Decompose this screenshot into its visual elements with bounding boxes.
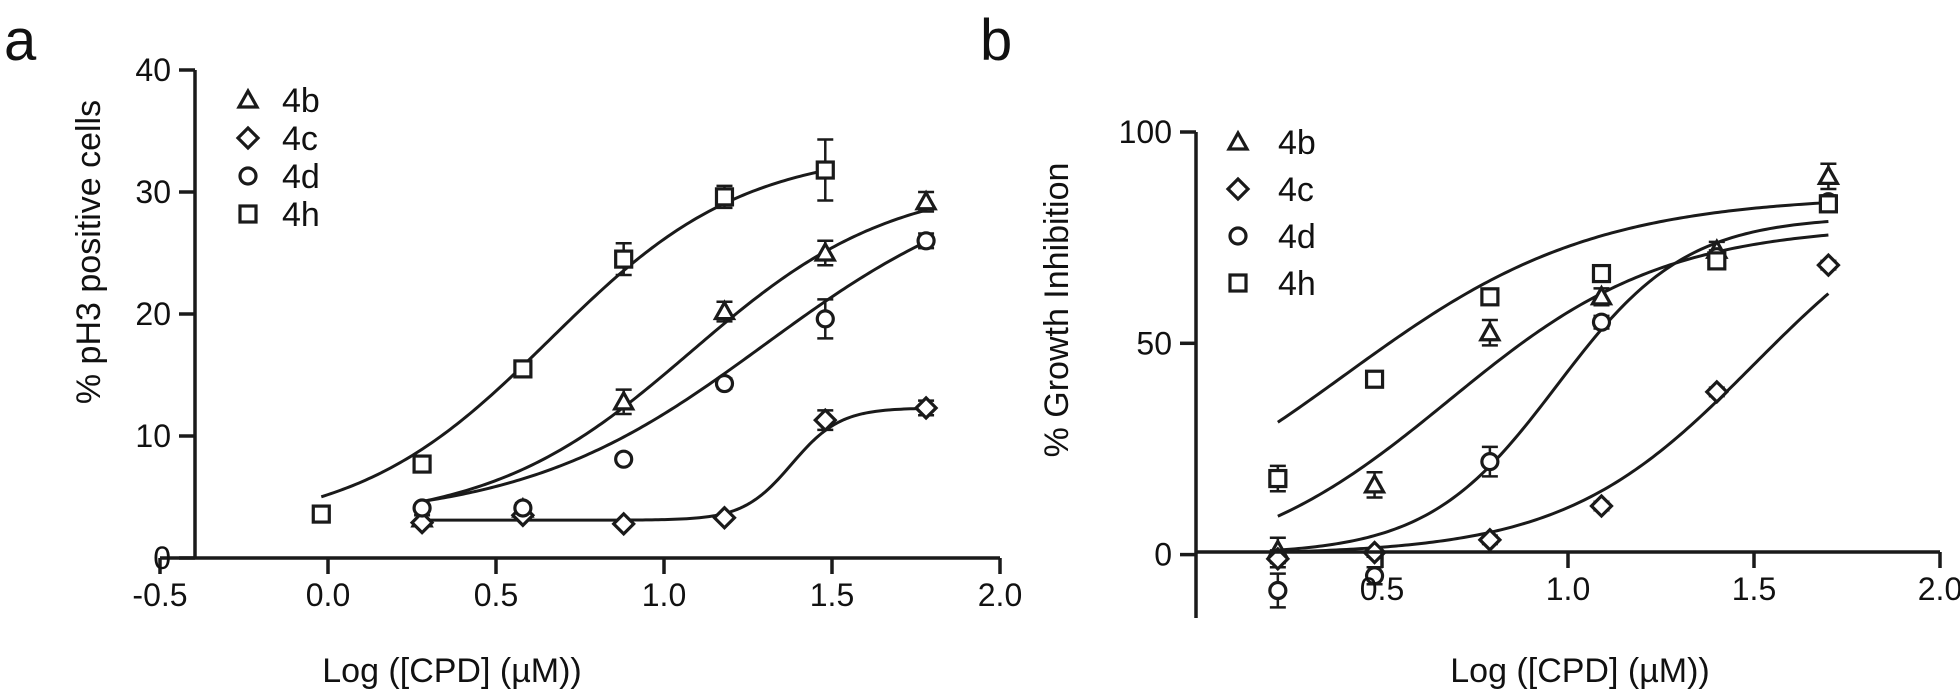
chart-panel-b: b 0.5 1.0 1.5 2.0 0 50 100 4b 4c 4d 4h Log ([CPD]… — [980, 8, 1960, 690]
panel-b-x-tick-label: 1.0 — [1546, 571, 1590, 607]
panel-b-fit-curve-4h — [1277, 201, 1829, 424]
panel-a-point-4d — [916, 231, 936, 251]
panel-b-y-tick-label: 0 — [1154, 537, 1172, 573]
panel-b-y-tick-label: 50 — [1136, 325, 1172, 361]
panel-b-fit-curve-4d — [1277, 220, 1829, 552]
panel-b-x-tick-label: 1.5 — [1732, 571, 1776, 607]
panel-a-fit-curve-4b — [421, 208, 927, 504]
panel-b-point-4b — [1816, 164, 1841, 185]
panel-b-point-4h — [1591, 263, 1612, 284]
panel-a-y-axis-label: % pH3 positive cells — [70, 100, 108, 404]
panel-b-data-points — [1265, 162, 1841, 609]
panel-b-legend-label-4h: 4h — [1278, 265, 1316, 303]
panel-a-point-4d — [815, 309, 835, 329]
panel-b-legend-label-4b: 4b — [1278, 124, 1316, 162]
panel-b-legend-label-4d: 4d — [1278, 218, 1316, 256]
panel-a-point-4d — [513, 498, 533, 518]
panel-b-x-axis-label: Log ([CPD] (µM)) — [1450, 652, 1710, 690]
panel-a-point-4c — [813, 407, 838, 433]
panel-a-y-tick-label: 20 — [135, 296, 171, 332]
panel-a-point-4b — [914, 189, 938, 211]
panel-a-legend-marker-4d — [238, 166, 258, 186]
panel-b-point-4c — [1704, 379, 1730, 405]
panel-a-point-4h — [714, 187, 735, 207]
panel-b-y-axis-label: % Growth Inhibition — [1038, 163, 1076, 458]
panel-b-legend-marker-4h — [1228, 273, 1248, 293]
panel-b-point-4c — [1816, 252, 1841, 278]
panel-b-point-4d — [1591, 312, 1612, 332]
panel-b-fit-curve-4c — [1277, 292, 1830, 554]
panel-a-point-4b — [813, 240, 838, 262]
panel-a-point-4h — [614, 249, 634, 269]
panel-a-point-4d — [614, 449, 634, 469]
panel-b-y-tick-label: 100 — [1119, 114, 1172, 150]
panel-a-fit-curve-4d — [421, 240, 927, 503]
panel-b-legend: 4b 4c 4d 4h — [1225, 124, 1316, 303]
panel-a-x-axis-label: Log ([CPD] (µM)) — [322, 652, 582, 690]
panel-a-legend-label-4h: 4h — [282, 196, 320, 234]
panel-a-x-tick-label: 2.0 — [978, 577, 1022, 613]
panel-a-point-4c — [913, 395, 939, 421]
panel-a-x-tick-label: 0.5 — [474, 577, 518, 613]
panel-b-point-4d — [1364, 566, 1385, 586]
panel-a-data-points — [311, 138, 939, 537]
panel-a-point-4h — [815, 160, 835, 180]
panel-b-fit-curves — [1277, 201, 1830, 554]
panel-b-legend-label-4c: 4c — [1278, 171, 1314, 209]
panel-b-point-4b — [1362, 472, 1387, 494]
panel-b-point-4d — [1480, 452, 1500, 472]
panel-a-point-4h — [412, 454, 432, 474]
panel-b-axes: 0.5 1.0 1.5 2.0 0 50 100 — [1119, 114, 1960, 618]
panel-a-legend-marker-4b — [236, 87, 260, 109]
panel-a-point-4b — [712, 299, 737, 321]
panel-a-x-tick-label: 0.0 — [306, 577, 350, 613]
panel-a-point-4d — [412, 498, 432, 518]
panel-a-x-tick-label: 1.0 — [642, 577, 686, 613]
panel-a-legend-label-4c: 4c — [282, 120, 318, 158]
panel-b-point-4h — [1364, 369, 1385, 389]
panel-b-legend-marker-4d — [1228, 226, 1248, 246]
panel-b-point-4c — [1265, 546, 1291, 572]
panel-b-point-4c — [1477, 527, 1503, 553]
panel-b-point-4h — [1480, 287, 1500, 307]
panel-b-point-4d — [1268, 580, 1288, 601]
panel-a-fit-curves — [320, 169, 927, 522]
panel-a-point-4c — [409, 510, 435, 535]
panel-a-letter: a — [4, 8, 37, 73]
panel-a-point-4c — [712, 505, 737, 531]
panel-b-point-4c — [1589, 493, 1614, 519]
panel-a-axes: -0.5 0.0 0.5 1.0 1.5 2.0 0 10 20 30 40 — [132, 52, 1022, 613]
panel-a-point-4h — [311, 504, 331, 524]
panel-b-fit-curve-4b — [1277, 233, 1829, 518]
panel-b-legend-marker-4b — [1226, 129, 1250, 151]
panel-b-point-4h — [1268, 468, 1288, 489]
panel-a-legend-marker-4c — [235, 125, 261, 151]
panel-b-legend-marker-4c — [1225, 176, 1251, 202]
panel-a-fit-curve-4h — [320, 169, 826, 499]
panel-a-y-tick-label: 40 — [135, 52, 171, 88]
panel-a-legend-label-4d: 4d — [282, 158, 320, 196]
panel-b-x-tick-label: 0.5 — [1360, 571, 1404, 607]
panel-a-legend-label-4b: 4b — [282, 82, 320, 120]
panel-a-point-4b — [611, 389, 636, 411]
panel-a-point-4c — [611, 511, 636, 537]
panel-b-point-4b — [1589, 284, 1614, 306]
panel-a-fit-curve-4c — [422, 406, 927, 522]
panel-a-x-tick-label: 1.5 — [810, 577, 854, 613]
panel-a-legend-marker-4h — [238, 204, 258, 224]
panel-a-point-4d — [714, 373, 735, 394]
panel-a-y-tick-label: 10 — [135, 418, 171, 454]
panel-b-point-4b — [1478, 320, 1502, 342]
panel-a-y-tick-label: 30 — [135, 174, 171, 210]
panel-b-x-tick-label: 2.0 — [1918, 571, 1960, 607]
panel-b-point-4h — [1707, 251, 1727, 271]
panel-a-x-tick-label: -0.5 — [132, 577, 187, 613]
panel-b-letter: b — [980, 8, 1012, 73]
panel-a-point-4h — [513, 359, 533, 379]
panel-b-point-4h — [1818, 194, 1839, 214]
panel-a-y-tick-label: 0 — [153, 540, 171, 576]
